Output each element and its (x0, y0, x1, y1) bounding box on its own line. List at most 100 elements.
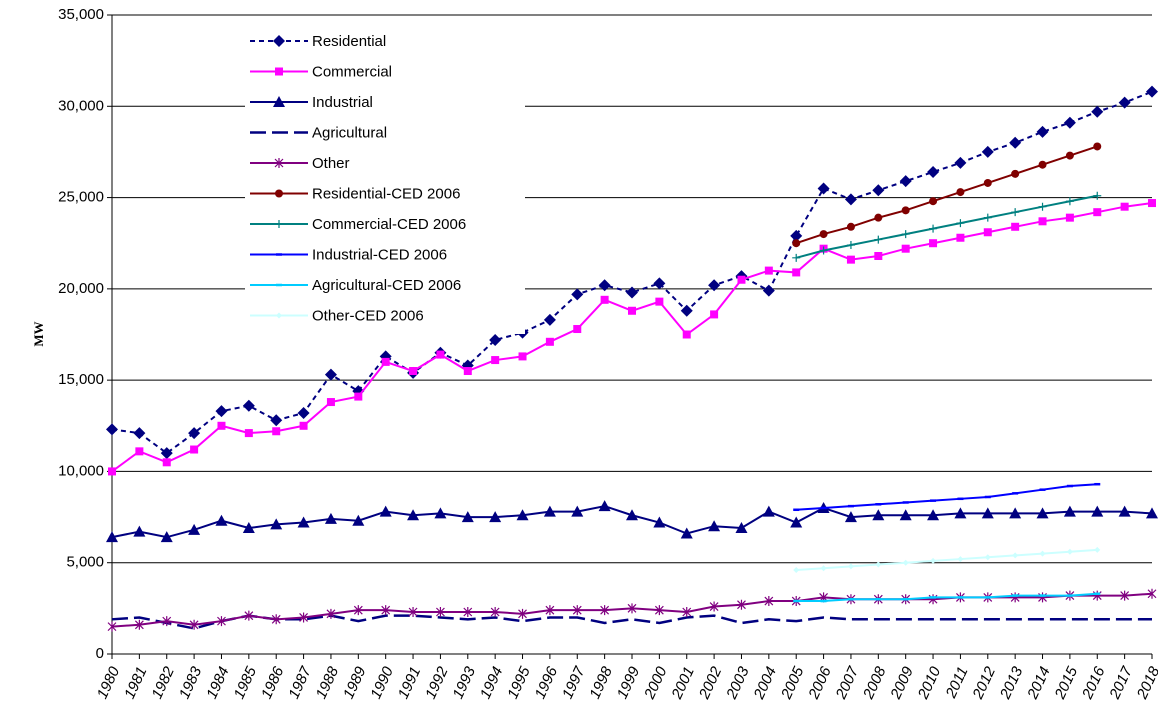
x-tick-label: 2009 (887, 664, 917, 703)
marker (653, 277, 666, 290)
marker (162, 458, 171, 467)
x-tick-label: 1996 (532, 664, 562, 702)
marker (518, 608, 527, 619)
marker (274, 158, 284, 168)
marker (106, 531, 118, 543)
marker (381, 357, 390, 366)
marker (215, 405, 228, 418)
marker (1038, 217, 1047, 226)
x-tick-label: 1989 (340, 664, 370, 702)
marker (626, 509, 638, 521)
marker (844, 511, 857, 523)
marker (598, 500, 611, 512)
x-tick-label: 2002 (695, 664, 725, 703)
x-tick-label: 2001 (668, 664, 698, 702)
marker (489, 511, 502, 523)
marker (354, 392, 363, 401)
x-tick-label: 1997 (559, 664, 589, 702)
legend-box (245, 27, 525, 334)
marker (847, 563, 854, 570)
marker (106, 423, 118, 436)
y-tick-label: 5,000 (66, 554, 104, 571)
marker (1065, 151, 1074, 160)
marker (133, 427, 146, 440)
marker (682, 330, 691, 339)
marker (1036, 125, 1049, 138)
marker (1038, 202, 1047, 211)
y-axis-label: MW (31, 321, 46, 346)
marker (162, 616, 172, 627)
marker (899, 509, 912, 521)
y-tick-label: 0 (96, 645, 104, 662)
marker (792, 239, 801, 248)
marker (600, 605, 610, 616)
legend-label: Other (312, 155, 350, 172)
marker (902, 559, 909, 566)
marker (1091, 105, 1104, 118)
marker (134, 619, 144, 630)
marker (872, 509, 885, 521)
marker (275, 67, 283, 76)
x-tick-label: 1981 (121, 664, 151, 701)
marker (983, 228, 992, 237)
marker (929, 197, 938, 206)
legend-label: Industrial-CED 2006 (312, 246, 447, 263)
x-tick-label: 2010 (914, 664, 944, 703)
marker (1039, 550, 1046, 557)
marker (1094, 546, 1101, 553)
marker (275, 220, 283, 228)
x-tick-label: 1982 (148, 664, 178, 702)
x-tick-label: 2007 (832, 664, 862, 703)
marker (627, 603, 637, 614)
x-tick-label: 2016 (1079, 664, 1109, 703)
marker (297, 407, 310, 420)
marker (901, 230, 910, 239)
marker (682, 607, 692, 618)
marker (1065, 213, 1074, 222)
marker (874, 251, 883, 260)
marker (1146, 507, 1158, 519)
x-tick-label: 2011 (942, 664, 971, 701)
x-tick-label: 1987 (285, 664, 315, 702)
legend-label: Commercial-CED 2006 (312, 216, 466, 233)
marker (929, 224, 938, 233)
marker (957, 556, 964, 563)
marker (927, 509, 940, 521)
marker (489, 333, 502, 346)
marker (819, 246, 828, 255)
marker (628, 306, 636, 315)
marker (929, 239, 938, 248)
x-tick-label: 2017 (1106, 664, 1136, 703)
marker (436, 350, 445, 359)
marker (270, 518, 283, 530)
marker (188, 523, 201, 535)
marker (956, 233, 965, 242)
marker (1148, 199, 1156, 208)
y-tick-label: 20,000 (58, 280, 104, 297)
marker (710, 310, 719, 319)
marker (545, 337, 554, 346)
marker (708, 520, 721, 532)
marker (983, 178, 992, 187)
marker (709, 601, 719, 612)
x-tick-label: 1986 (258, 664, 288, 702)
x-tick-label: 1983 (176, 664, 206, 702)
marker (819, 230, 828, 239)
marker (762, 284, 775, 297)
marker (981, 507, 994, 519)
marker (844, 193, 857, 206)
marker (242, 399, 255, 412)
marker (846, 222, 855, 231)
marker (680, 304, 693, 317)
marker (353, 605, 363, 616)
marker (324, 368, 337, 381)
x-tick-label: 2004 (750, 664, 780, 702)
marker (981, 145, 994, 158)
y-tick-label: 35,000 (58, 6, 104, 23)
marker (793, 567, 800, 574)
marker (407, 509, 420, 521)
legend-label: Other-CED 2006 (312, 307, 424, 324)
marker (297, 516, 310, 528)
marker (1093, 208, 1102, 217)
